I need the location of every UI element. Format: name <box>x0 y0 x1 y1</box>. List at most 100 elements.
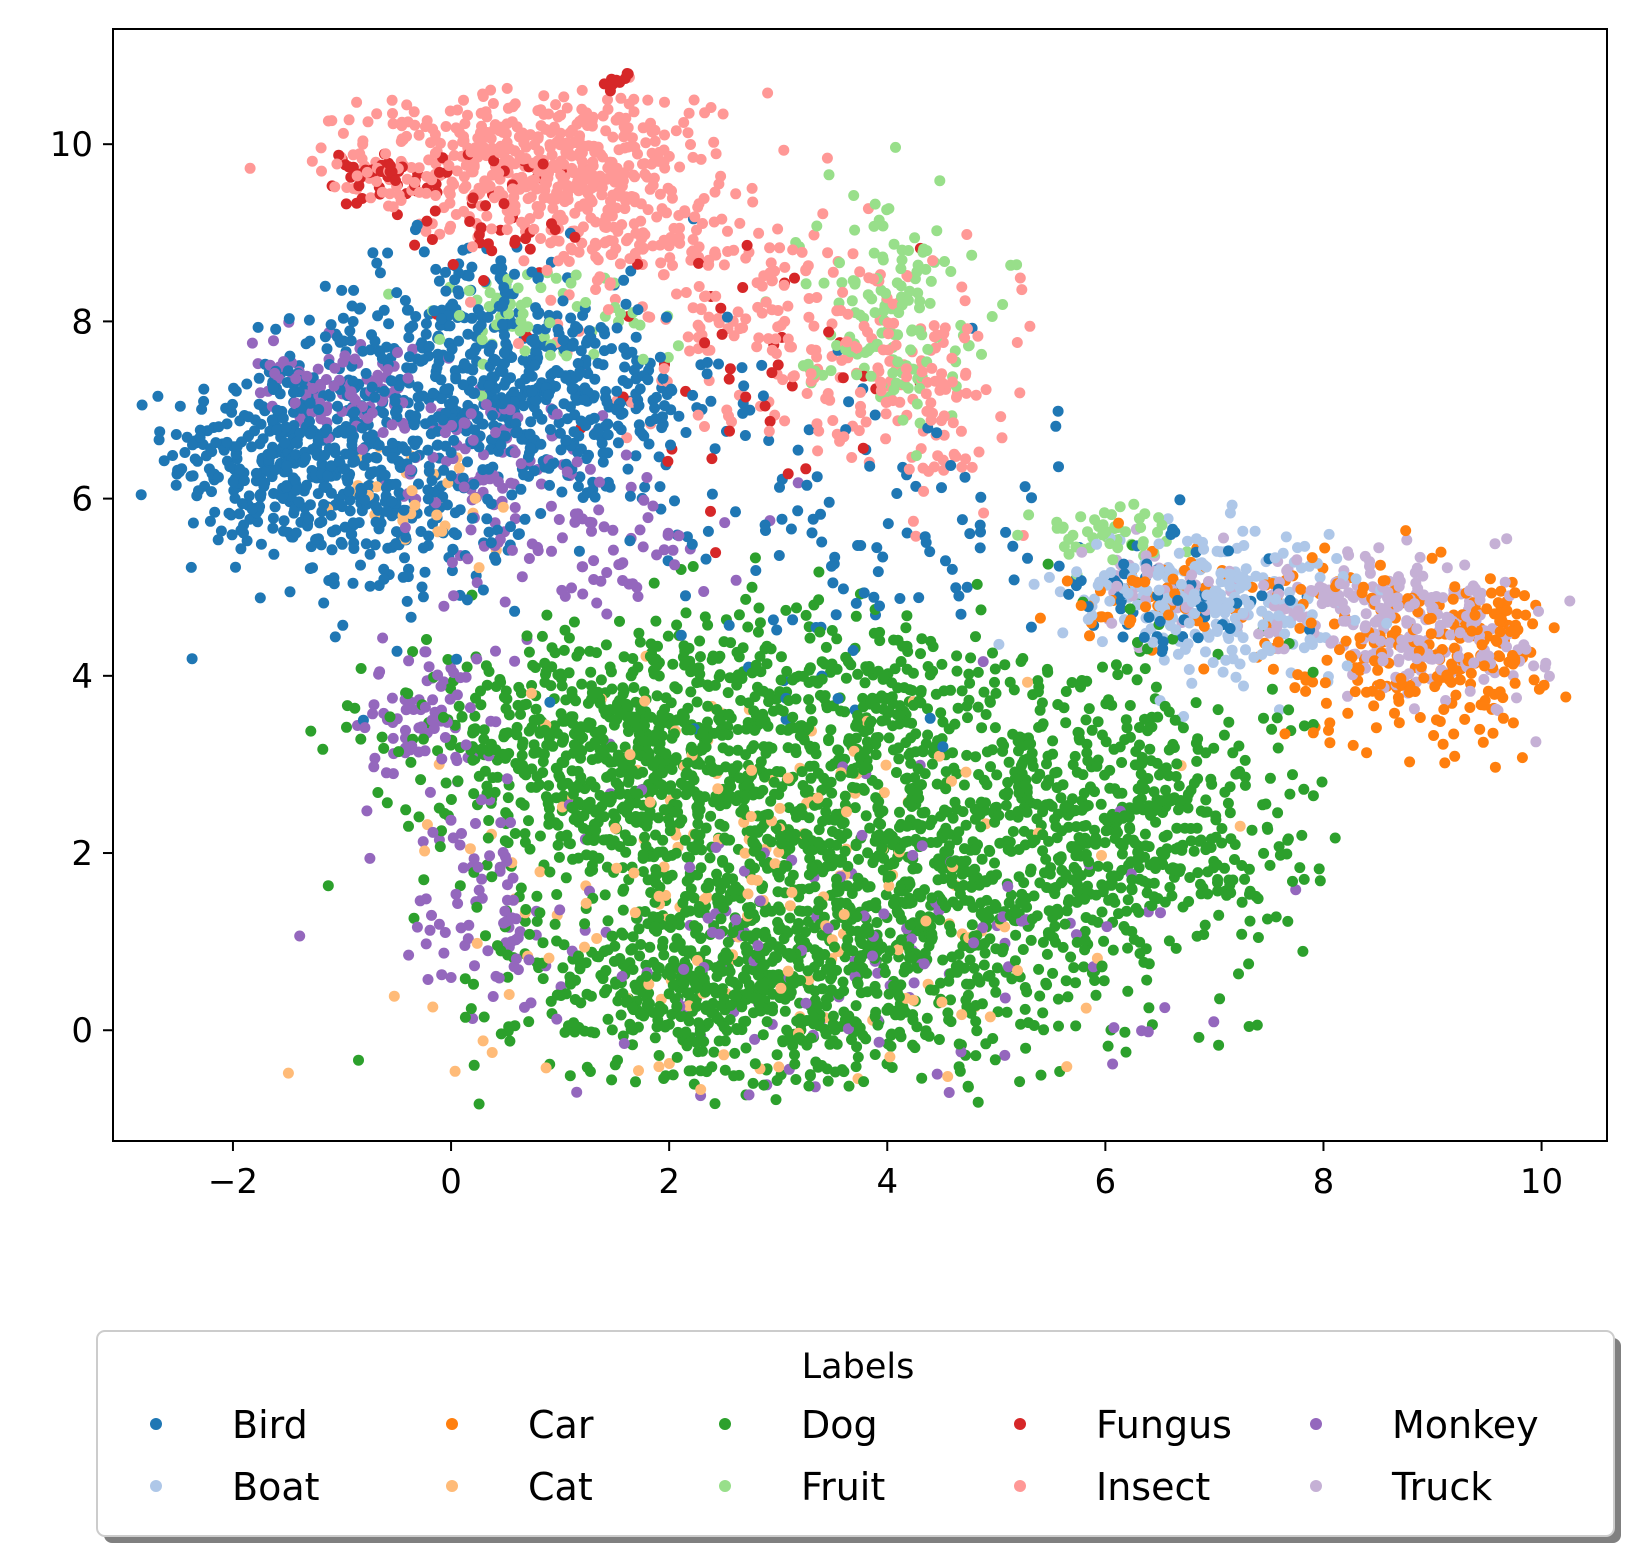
point-dog <box>951 665 963 677</box>
point-insect <box>535 233 547 244</box>
point-dog <box>627 964 639 975</box>
point-cat <box>609 822 621 834</box>
point-dog <box>617 929 629 941</box>
point-bird <box>858 587 870 599</box>
point-dog <box>1223 716 1235 728</box>
point-fruit <box>561 350 573 362</box>
point-dog <box>859 677 871 689</box>
point-dog <box>1236 928 1248 940</box>
point-dog <box>1219 786 1231 798</box>
point-dog <box>1037 1007 1049 1019</box>
point-insect <box>693 281 705 292</box>
point-dog <box>1032 675 1044 687</box>
point-dog <box>831 633 843 645</box>
point-fruit <box>903 245 914 256</box>
point-cat <box>1080 1002 1092 1014</box>
point-dog <box>820 641 832 653</box>
point-dog <box>1141 974 1153 986</box>
point-bird <box>215 525 227 537</box>
point-monkey <box>1290 884 1302 896</box>
point-dog <box>933 1034 945 1045</box>
point-dog <box>1047 735 1059 747</box>
point-dog <box>554 772 566 784</box>
point-monkey <box>399 422 411 434</box>
point-dog <box>516 740 528 752</box>
point-bird <box>1165 529 1177 540</box>
point-dog <box>680 607 692 619</box>
point-bird <box>344 325 356 337</box>
point-dog <box>1112 669 1124 681</box>
point-bird <box>924 712 936 724</box>
point-fruit <box>909 232 921 244</box>
point-dog <box>926 758 938 770</box>
point-car <box>1494 686 1506 698</box>
point-dog <box>969 844 981 856</box>
point-dog <box>1283 704 1295 716</box>
point-dog <box>468 1059 480 1071</box>
point-bird <box>268 548 280 560</box>
point-dog <box>898 682 910 694</box>
point-dog <box>874 626 886 638</box>
point-car <box>1548 622 1560 634</box>
point-cat <box>960 766 972 778</box>
point-dog <box>405 756 417 768</box>
point-car <box>1486 587 1497 599</box>
point-fungus <box>409 239 421 251</box>
point-bird <box>625 265 637 277</box>
point-dog <box>829 941 840 953</box>
point-fruit <box>825 365 837 377</box>
point-bird <box>212 534 224 546</box>
point-insect <box>386 94 398 106</box>
point-dog <box>1171 758 1183 770</box>
point-bird <box>344 505 356 517</box>
point-monkey <box>509 447 521 459</box>
point-bird <box>509 605 521 617</box>
point-monkey <box>374 666 386 678</box>
point-monkey <box>651 549 663 561</box>
point-fungus <box>622 68 634 80</box>
point-bird <box>447 298 459 310</box>
point-truck <box>1414 551 1426 563</box>
point-dog <box>809 922 820 934</box>
point-car <box>1321 654 1333 666</box>
point-insect <box>699 421 710 432</box>
point-insect <box>602 103 614 115</box>
point-dog <box>694 635 706 647</box>
point-dog <box>556 680 568 692</box>
point-bird <box>669 495 680 507</box>
point-dog <box>530 703 542 715</box>
point-insect <box>577 221 589 233</box>
point-dog <box>747 1077 759 1089</box>
point-monkey <box>556 584 568 596</box>
point-bird <box>633 400 645 412</box>
point-car <box>1374 689 1386 701</box>
point-bird <box>1156 646 1168 657</box>
point-fruit <box>890 377 902 389</box>
point-bird <box>837 583 849 595</box>
point-truck <box>1464 685 1476 697</box>
point-bird <box>506 489 518 501</box>
point-dog <box>445 794 457 805</box>
point-boat <box>1280 531 1292 543</box>
point-monkey <box>566 582 577 594</box>
point-dog <box>418 874 430 886</box>
point-dog <box>660 692 672 704</box>
point-dog <box>1056 825 1068 837</box>
point-dog <box>800 609 812 621</box>
point-bird <box>383 318 395 330</box>
point-bird <box>267 512 279 524</box>
point-insect <box>447 139 459 151</box>
point-dog <box>599 987 611 999</box>
point-bird <box>158 455 170 467</box>
point-monkey <box>438 600 450 612</box>
point-dog <box>1053 1020 1064 1032</box>
point-fungus <box>464 216 476 227</box>
point-insect <box>806 344 817 356</box>
point-dog <box>748 705 760 717</box>
point-dog <box>1008 684 1020 696</box>
point-dog <box>639 906 651 917</box>
point-dog <box>478 1011 490 1023</box>
point-monkey <box>588 555 600 567</box>
point-monkey <box>451 689 463 701</box>
point-monkey <box>446 557 458 568</box>
